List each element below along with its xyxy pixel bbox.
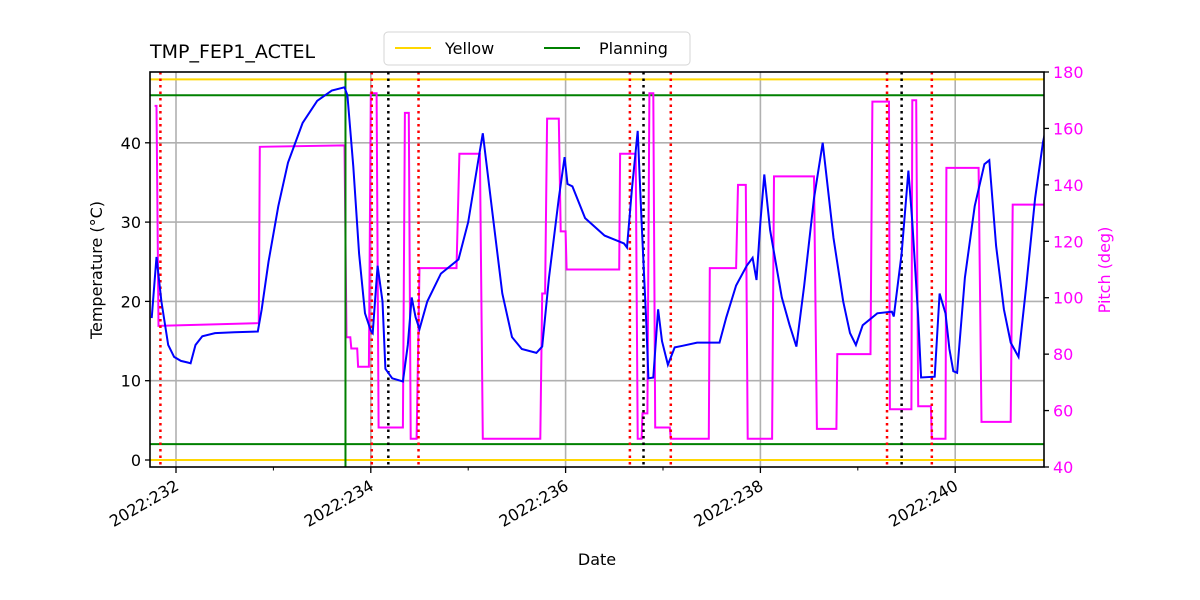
y-tick-label: 10 (121, 372, 141, 391)
legend-label-yellow: Yellow (444, 39, 494, 58)
y-right-tick-label: 60 (1053, 402, 1073, 421)
y-tick-label: 20 (121, 292, 141, 311)
plot-area (150, 72, 1044, 467)
legend: Yellow Planning (383, 31, 691, 66)
plot-frame (149, 71, 1045, 468)
y-axis-label: Temperature (°C) (87, 201, 106, 340)
y-right-tick-label: 100 (1053, 289, 1084, 308)
y-right-tick-label: 120 (1053, 232, 1084, 251)
y-right-tick-label: 80 (1053, 345, 1073, 364)
y-tick-label: 30 (121, 213, 141, 232)
legend-label-planning: Planning (599, 39, 668, 58)
y-tick-label: 40 (121, 134, 141, 153)
y-axis-right-label: Pitch (deg) (1095, 227, 1114, 314)
chart-title: TMP_FEP1_ACTEL (149, 41, 315, 63)
y-right-tick-label: 160 (1053, 119, 1084, 138)
temperature-line (150, 86, 1044, 383)
legend-frame (383, 31, 691, 66)
y-right-tick-label: 180 (1053, 63, 1084, 82)
y-right-tick-label: 140 (1053, 176, 1084, 195)
y-tick-label: 0 (131, 451, 141, 470)
y-right-tick-label: 40 (1053, 458, 1073, 477)
x-axis-label: Date (578, 550, 616, 569)
